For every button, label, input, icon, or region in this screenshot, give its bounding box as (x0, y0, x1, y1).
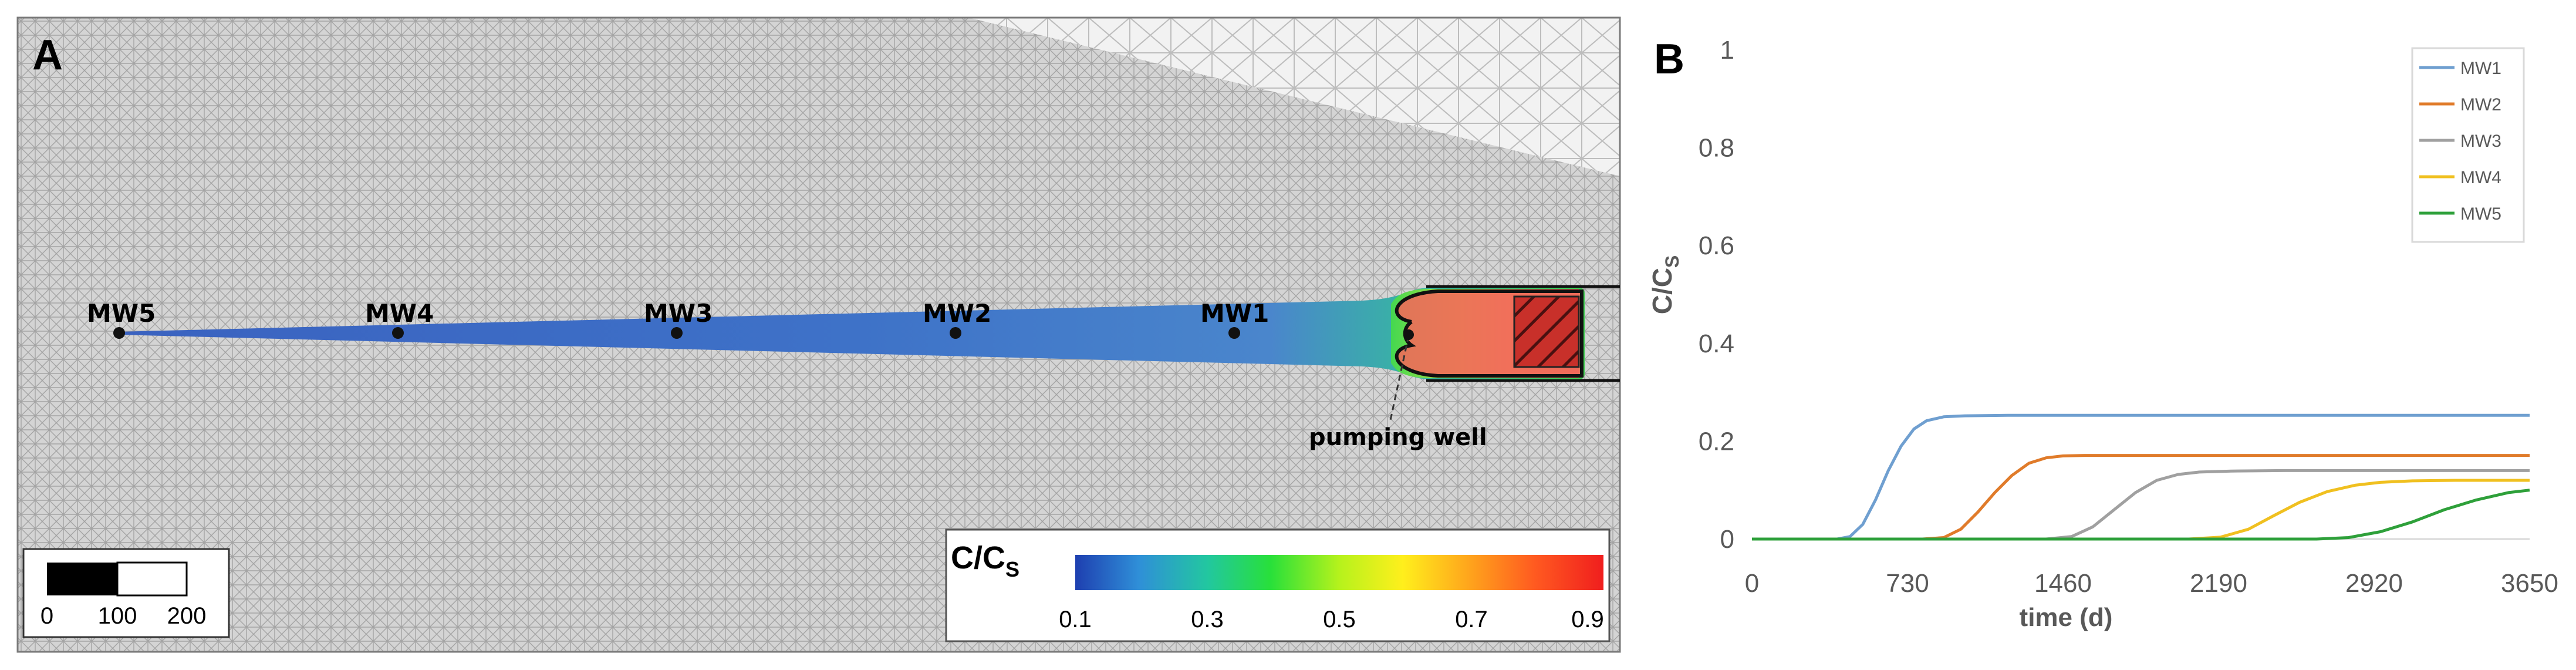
well-marker-mw3 (671, 327, 683, 339)
well-marker-mw4 (392, 327, 404, 339)
y-axis-title: C/CS (1647, 255, 1683, 315)
panel-a-label: A (32, 32, 63, 79)
well-marker-mw2 (950, 327, 961, 339)
x-tick-label: 3650 (2501, 569, 2558, 598)
contaminant-plume (117, 288, 1585, 379)
panel-b-chart: B 0 0.2 0.4 0.6 0.8 1 0 730 1460 2190 2920 3650 C/… (1647, 36, 2558, 632)
y-tick-label: 0.4 (1699, 329, 1734, 358)
legend-label-mw4: MW4 (2460, 168, 2501, 187)
legend-label-mw3: MW3 (2460, 132, 2501, 151)
colorbar-tick-0-3: 0.3 (1191, 607, 1224, 632)
y-axis-ticks: 0 0.2 0.4 0.6 0.8 1 (1699, 36, 1734, 554)
legend: MW1 MW2 MW3 MW4 MW5 (2411, 47, 2525, 243)
panel-b-label: B (1654, 36, 1684, 83)
domain-boundary (1426, 285, 1620, 382)
well-label-mw3: MW3 (644, 299, 713, 328)
y-tick-label: 0.2 (1699, 427, 1734, 456)
legend-label-mw2: MW2 (2460, 95, 2501, 115)
panel-a-map: A pumping well MW5 MW4 MW3 MW2 MW1 (16, 16, 1621, 653)
series-line-mw1 (1752, 413, 2530, 541)
x-axis-title: time (d) (2020, 603, 2113, 632)
scale-tick-100: 100 (98, 603, 137, 629)
legend-box (2411, 47, 2525, 243)
well-label-mw4: MW4 (365, 299, 434, 328)
x-tick-label: 0 (1745, 569, 1759, 598)
source-area-hatched (1513, 295, 1580, 368)
well-label-mw2: MW2 (923, 299, 991, 328)
y-tick-label: 0.6 (1699, 231, 1734, 260)
y-tick-label: 1 (1720, 36, 1734, 65)
pumping-well-marker (1403, 329, 1414, 340)
colorbar-tick-0-7: 0.7 (1455, 607, 1488, 632)
y-tick-label: 0.8 (1699, 134, 1734, 163)
y-tick-label: 0 (1720, 525, 1734, 554)
scale-tick-200: 200 (167, 603, 207, 629)
colorbar-tick-0-5: 0.5 (1323, 607, 1356, 632)
x-tick-label: 1460 (2034, 569, 2092, 598)
colorbar-tick-0-9: 0.9 (1571, 607, 1604, 632)
x-tick-label: 2190 (2190, 569, 2247, 598)
monitoring-wells: MW5 MW4 MW3 MW2 MW1 (87, 299, 1269, 339)
series-lines (1752, 413, 2530, 541)
scale-bar: 0 100 200 (22, 548, 230, 638)
pumping-well-leader (1389, 335, 1410, 423)
scale-tick-0: 0 (40, 603, 53, 629)
colorbar-legend: C/CS 0.1 0.3 0.5 0.7 0.9 (945, 528, 1611, 642)
x-tick-label: 2920 (2345, 569, 2403, 598)
map-frame (16, 16, 1621, 653)
well-label-mw1: MW1 (1200, 299, 1269, 328)
series-line-mw5 (1752, 489, 2530, 541)
scale-bar-white (116, 561, 188, 597)
colorbar-tick-0-1: 0.1 (1059, 607, 1092, 632)
well-marker-mw1 (1228, 327, 1240, 339)
legend-label-mw5: MW5 (2460, 204, 2501, 224)
scale-bar-black (47, 563, 117, 595)
x-axis-ticks: 0 730 1460 2190 2920 3650 (1745, 569, 2558, 598)
well-marker-mw5 (113, 327, 125, 339)
legend-label-mw1: MW1 (2460, 59, 2501, 78)
coarse-mesh-region (968, 18, 1620, 176)
series-line-mw4 (1752, 479, 2530, 541)
series-line-mw3 (1752, 469, 2530, 541)
well-label-mw5: MW5 (87, 299, 156, 328)
pumping-well-label: pumping well (1309, 424, 1487, 451)
colorbar-gradient (1075, 555, 1603, 590)
x-tick-label: 730 (1886, 569, 1929, 598)
colorbar-title: C/CS (951, 540, 1019, 581)
series-line-mw2 (1752, 454, 2530, 541)
